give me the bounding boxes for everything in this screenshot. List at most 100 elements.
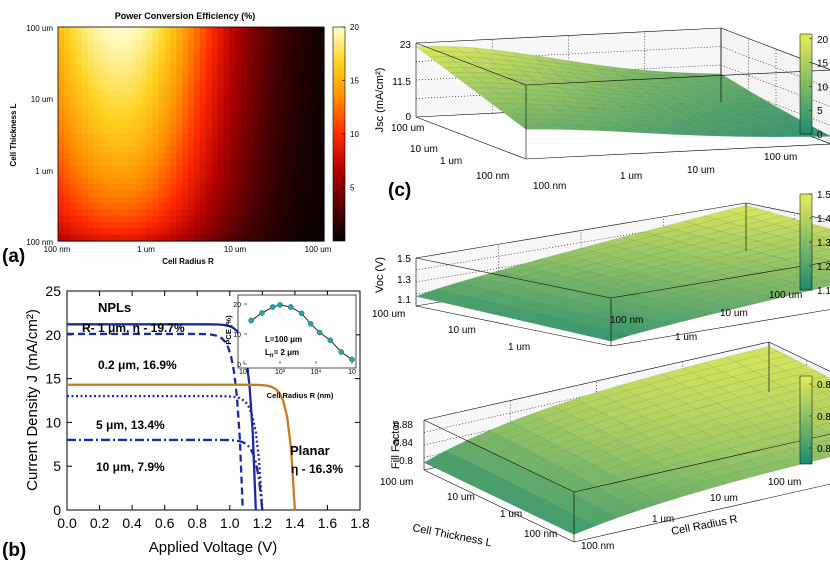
heatmap-cell [271, 84, 278, 91]
heatmap-cell [135, 147, 142, 154]
heatmap-cell [265, 65, 272, 72]
heatmap-cell [82, 165, 89, 172]
heatmap-cell [64, 33, 71, 40]
heatmap-cell [82, 71, 89, 78]
heatmap-cell [294, 235, 301, 242]
heatmap-cell [70, 46, 77, 53]
heatmap-cell [76, 121, 83, 128]
heatmap-cell [105, 134, 112, 141]
heatmap-cell [129, 197, 136, 204]
heatmap-cell [158, 197, 165, 204]
heatmap-cell [271, 71, 278, 78]
heatmap-cell [300, 172, 307, 179]
heatmap-cell [141, 71, 148, 78]
heatmap-cell [176, 71, 183, 78]
heatmap-cell [76, 84, 83, 91]
heatmap-cell [188, 58, 195, 65]
heatmap-cell [212, 103, 219, 110]
heatmap-cell [300, 96, 307, 103]
heatmap-cell [88, 46, 95, 53]
heatmap-cell [229, 46, 236, 53]
heatmap-cell [224, 84, 231, 91]
jsc-z-tick: 23 [400, 40, 412, 51]
heatmap-cell [194, 65, 201, 72]
heatmap-cell [76, 65, 83, 72]
heatmap-cell [99, 77, 106, 84]
heatmap-cell [147, 40, 154, 47]
heatmap-cell [170, 109, 177, 116]
heatmap-cell [147, 90, 154, 97]
heatmap-cell [224, 65, 231, 72]
heatmap-cell [206, 216, 213, 223]
heatmap-cell [194, 40, 201, 47]
surface-colorbar [800, 376, 812, 464]
heatmap-cell [170, 203, 177, 210]
heatmap-cell [218, 77, 225, 84]
heatmap-cell [300, 115, 307, 122]
heatmap-cell [212, 165, 219, 172]
heatmap-cell [235, 58, 242, 65]
heatmap-cell [241, 40, 248, 47]
heatmap-cell [294, 172, 301, 179]
heatmap-cell [135, 134, 142, 141]
heatmap-cell [158, 121, 165, 128]
heatmap-cell [194, 191, 201, 198]
heatmap-cell [283, 128, 290, 135]
heatmap-cell [164, 109, 171, 116]
heatmap-cell [206, 65, 213, 72]
heatmap-cell [259, 46, 266, 53]
heatmap-cell [200, 121, 207, 128]
heatmap-cell [164, 46, 171, 53]
heatmap-cell [153, 46, 160, 53]
surface-colorbar-tick-label: 0.8 [817, 444, 830, 455]
heatmap-x-tick: 100 um [305, 245, 332, 254]
heatmap-cell [70, 109, 77, 116]
heatmap-cell [64, 121, 71, 128]
heatmap-y-tick: 100 um [26, 24, 53, 33]
voc-z-tick: 1.1 [397, 295, 411, 306]
heatmap-cell [93, 128, 100, 135]
heatmap-cell [271, 153, 278, 160]
heatmap-cell [218, 103, 225, 110]
heatmap-cell [283, 90, 290, 97]
voc-front-tick: 10 um [720, 308, 748, 319]
heatmap-cell [147, 46, 154, 53]
heatmap-cell [271, 159, 278, 166]
heatmap-cell [229, 90, 236, 97]
heatmap-cell [312, 77, 319, 84]
heatmap-cell [76, 52, 83, 59]
heatmap-cell [99, 178, 106, 185]
heatmap-cell [259, 40, 266, 47]
heatmap-cell [235, 203, 242, 210]
heatmap-cell [229, 65, 236, 72]
heatmap-cell [147, 58, 154, 65]
heatmap-cell [194, 77, 201, 84]
heatmap-cell [300, 197, 307, 204]
heatmap-cell [99, 109, 106, 116]
heatmap-cell [265, 165, 272, 172]
heatmap-cell [224, 172, 231, 179]
heatmap-cell [277, 58, 284, 65]
heatmap-cell [253, 153, 260, 160]
heatmap-cell [182, 109, 189, 116]
heatmap-cell [135, 184, 142, 191]
heatmap-cell [93, 216, 100, 223]
heatmap-cell [306, 134, 313, 141]
heatmap-cell [135, 159, 142, 166]
heatmap-cell [141, 153, 148, 160]
heatmap-cell [158, 153, 165, 160]
heatmap-cell [164, 128, 171, 135]
heatmap-cell [247, 228, 254, 235]
heatmap-cell [235, 178, 242, 185]
heatmap-colorbar-tick-label: 5 [350, 184, 355, 193]
heatmap-cell [312, 147, 319, 154]
heatmap-cell [283, 165, 290, 172]
heatmap-cell [247, 134, 254, 141]
heatmap-cell [200, 153, 207, 160]
heatmap-cell [76, 33, 83, 40]
inset-y-tick-label: 0 [237, 362, 241, 369]
heatmap-cell [271, 172, 278, 179]
heatmap-cell [194, 228, 201, 235]
heatmap-cell [117, 71, 124, 78]
heatmap-cell [247, 140, 254, 147]
